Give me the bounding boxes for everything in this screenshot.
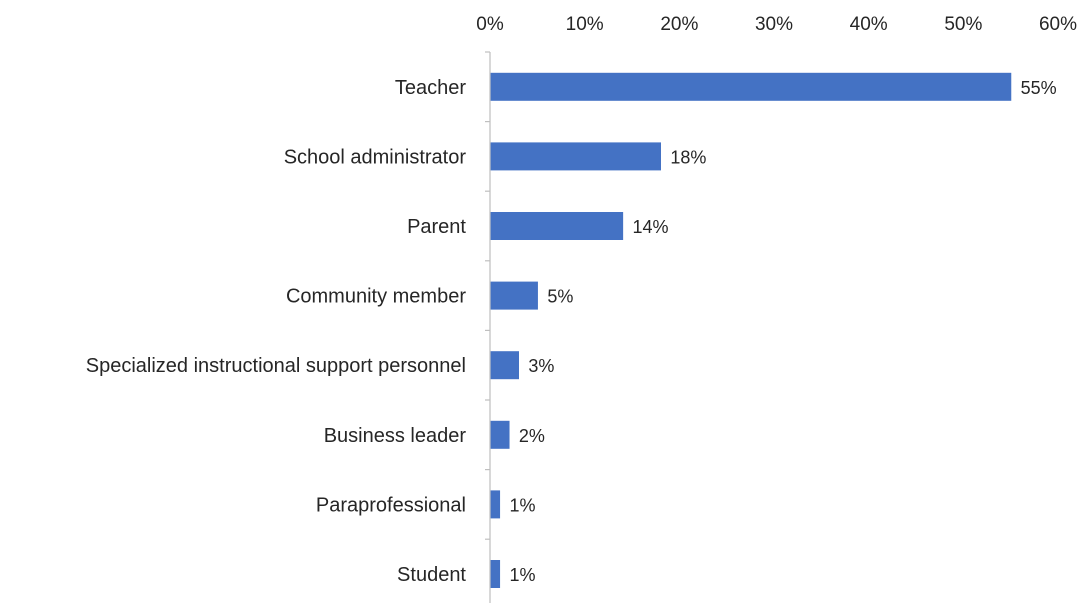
bar bbox=[490, 212, 624, 240]
bar bbox=[490, 142, 661, 171]
bar bbox=[490, 420, 510, 449]
category-label: School administrator bbox=[284, 146, 467, 168]
category-label: Specialized instructional support person… bbox=[86, 355, 466, 377]
x-tick-label: 60% bbox=[1039, 14, 1077, 35]
data-label: 55% bbox=[1021, 78, 1057, 98]
data-label: 14% bbox=[633, 217, 669, 237]
x-tick-label: 0% bbox=[476, 14, 504, 35]
bar bbox=[490, 351, 519, 380]
data-label: 3% bbox=[528, 356, 554, 376]
data-label: 2% bbox=[519, 426, 545, 446]
category-label: Parent bbox=[407, 216, 466, 238]
data-label: 18% bbox=[670, 147, 706, 167]
data-label: 1% bbox=[509, 565, 535, 585]
bar bbox=[490, 72, 1012, 101]
x-tick-label: 50% bbox=[944, 14, 982, 35]
x-tick-label: 20% bbox=[660, 14, 698, 35]
x-tick-label: 30% bbox=[755, 14, 793, 35]
bar bbox=[490, 281, 538, 310]
bar bbox=[490, 560, 501, 588]
category-label: Teacher bbox=[395, 77, 466, 99]
x-tick-label: 40% bbox=[850, 14, 888, 35]
data-label: 5% bbox=[547, 287, 573, 307]
category-label: Community member bbox=[286, 286, 466, 308]
data-label: 1% bbox=[509, 495, 535, 515]
bar bbox=[490, 490, 501, 519]
x-tick-label: 10% bbox=[566, 14, 604, 35]
category-label: Student bbox=[397, 564, 466, 586]
category-label: Business leader bbox=[324, 425, 467, 447]
category-label: Paraprofessional bbox=[316, 494, 466, 516]
